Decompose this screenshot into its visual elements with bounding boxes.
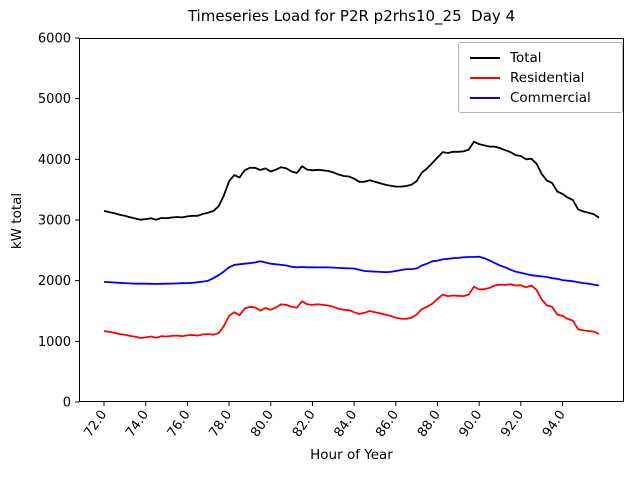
series-line-residential (103, 283, 600, 339)
x-tick-label: 76.0 (165, 408, 194, 440)
chart-title: Timeseries Load for P2R p2rhs10_25 Day 4 (187, 7, 516, 25)
x-tick-label: 72.0 (81, 408, 110, 440)
legend-entry-residential: Residential (459, 68, 622, 88)
axes-frame (79, 38, 624, 402)
legend-label: Residential (510, 70, 585, 86)
x-tick-label: 78.0 (206, 408, 235, 440)
legend: Total Residential Commercial (458, 42, 623, 113)
y-tick-label: 0 (63, 396, 71, 411)
x-tick-label: 88.0 (415, 408, 444, 440)
legend-label: Commercial (510, 90, 591, 106)
x-tick-label: 92.0 (498, 408, 527, 440)
x-tick-label: 82.0 (290, 408, 319, 440)
y-axis-label: kW total (9, 192, 25, 250)
x-tick-label: 74.0 (123, 408, 152, 440)
legend-line-sample (470, 77, 500, 79)
legend-label: Total (510, 50, 542, 66)
legend-line-sample (470, 57, 500, 59)
x-axis-label: Hour of Year (310, 447, 393, 463)
x-tick-label: 90.0 (457, 408, 486, 440)
series-line-total (103, 140, 600, 221)
legend-entry-commercial: Commercial (459, 88, 622, 108)
series-line-commercial (103, 255, 600, 287)
y-tick-label: 5000 (38, 92, 71, 107)
legend-entry-total: Total (459, 48, 622, 68)
x-tick-label: 94.0 (540, 408, 569, 440)
y-tick-label: 2000 (38, 274, 71, 289)
y-tick-label: 3000 (38, 214, 71, 229)
y-tick-label: 4000 (38, 153, 71, 168)
x-tick-label: 86.0 (373, 408, 402, 440)
y-tick-label: 6000 (38, 32, 71, 47)
legend-line-sample (470, 97, 500, 99)
x-tick-label: 84.0 (331, 408, 360, 440)
x-tick-label: 80.0 (248, 408, 277, 440)
y-tick-label: 1000 (38, 335, 71, 350)
